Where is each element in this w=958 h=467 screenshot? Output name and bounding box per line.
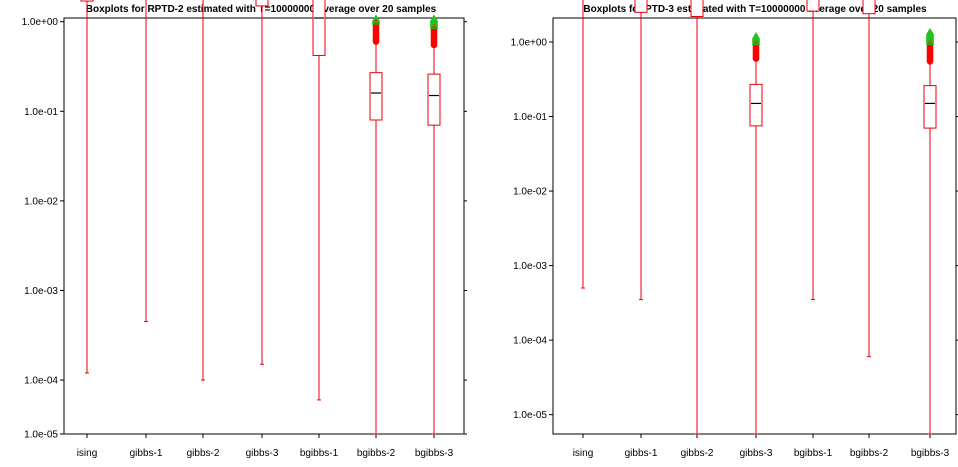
box-bgibbs-3: bgibbs-3 [911,27,950,459]
y-tick-label: 1.0e-03 [513,261,547,272]
iqr-box [80,0,94,2]
box-bgibbs-2: bgibbs-2 [357,14,396,459]
iqr-box [806,0,820,12]
x-tick-label: gibbs-1 [130,448,163,459]
left-chart-title: Boxplots for RPTD-2 estimated with T=100… [86,4,437,15]
y-tick-label: 1.0e-04 [513,336,547,347]
x-tick-label: gibbs-1 [625,448,658,459]
iqr-box [369,72,383,121]
y-tick-label: 1.0e-05 [24,430,58,441]
y-tick-label: 1.0e+00 [511,38,548,49]
right-chart-title: Boxplots for PTD-3 estimated with T=1000… [583,4,927,15]
outlier-green [371,15,381,24]
y-tick-label: 1.0e-05 [513,410,547,421]
y-tick-label: 1.0e-01 [513,112,547,123]
box-gibbs-3: gibbs-3 [246,0,279,459]
iqr-box [749,83,763,127]
y-tick-label: 1.0e-02 [24,196,58,207]
outlier-green [371,14,381,22]
left-boxplot-panel: Boxplots for RPTD-2 estimated with T=100… [22,0,467,459]
x-tick-label: ising [77,448,98,459]
plot-frame [552,17,957,435]
box-gibbs-1: gibbs-1 [130,0,163,459]
box-bgibbs-1: bgibbs-1 [794,0,833,459]
y-tick-label: 1.0e-03 [24,286,58,297]
box-gibbs-2: gibbs-2 [681,0,714,459]
y-tick-label: 1.0e+00 [22,17,59,28]
y-tick-label: 1.0e-02 [513,187,547,198]
iqr-box [862,0,876,15]
iqr-box [427,73,441,126]
outlier-green [429,14,439,22]
box-bgibbs-3: bgibbs-3 [415,14,454,459]
x-tick-label: bgibbs-1 [794,448,833,459]
x-tick-label: bgibbs-1 [300,448,339,459]
outlier-green [925,29,935,37]
x-tick-label: gibbs-3 [246,448,279,459]
box-bgibbs-2: bgibbs-2 [850,0,889,459]
y-tick-label: 1.0e-04 [24,376,58,387]
box-gibbs-2: gibbs-2 [187,0,220,459]
iqr-box [312,0,326,56]
iqr-box [255,0,269,7]
right-boxplot-panel: Boxplots for PTD-3 estimated with T=1000… [511,0,958,459]
box-gibbs-1: gibbs-1 [625,0,658,459]
iqr-box [634,0,648,13]
box-ising: ising [77,0,98,459]
x-tick-label: bgibbs-2 [357,448,396,459]
y-tick-label: 1.0e-01 [24,107,58,118]
iqr-box [690,0,704,17]
iqr-box [923,85,937,129]
box-bgibbs-1: bgibbs-1 [300,0,339,459]
box-ising: ising [573,0,594,459]
outlier-green [751,33,761,41]
x-tick-label: bgibbs-2 [850,448,889,459]
box-gibbs-3: gibbs-3 [740,32,773,459]
outlier-green [925,27,935,36]
x-tick-label: bgibbs-3 [911,448,950,459]
plot-frame [63,17,465,435]
x-tick-label: bgibbs-3 [415,448,454,459]
x-tick-label: gibbs-3 [740,448,773,459]
x-tick-label: gibbs-2 [187,448,220,459]
outlier-green [751,32,761,40]
x-tick-label: gibbs-2 [681,448,714,459]
outlier-green [429,15,439,24]
x-tick-label: ising [573,448,594,459]
